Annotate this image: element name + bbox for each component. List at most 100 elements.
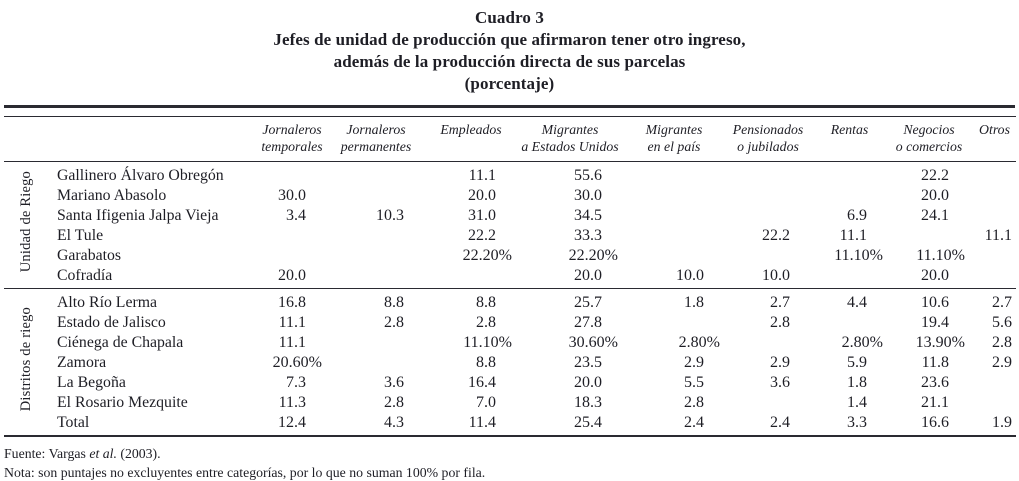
value-cell: 22.20% bbox=[568, 247, 618, 264]
value-cell bbox=[620, 313, 722, 333]
value-cell bbox=[722, 162, 808, 187]
value-cell bbox=[885, 226, 967, 246]
cuadro-3-table: Jornaleros temporales Jornaleros permanente… bbox=[4, 116, 1016, 437]
source-note-etal: et al. bbox=[89, 446, 117, 461]
group-label-cell-unidad-de-riego: Unidad de Riego bbox=[4, 162, 48, 289]
value-cell: 20.0 bbox=[278, 267, 306, 284]
column-header-line: Jornaleros bbox=[262, 122, 322, 137]
value-cell: 2.7 bbox=[770, 294, 790, 311]
value-cell: 7.0 bbox=[476, 394, 496, 411]
value-cell: 20.60% bbox=[272, 354, 322, 371]
value-cell bbox=[324, 246, 422, 266]
value-cell bbox=[324, 162, 422, 187]
row-label-gallinero-alvaro-obregon: Gallinero Álvaro Obregón bbox=[57, 167, 224, 184]
column-header-line: Pensionados bbox=[732, 122, 804, 137]
column-header-migrantes-a-estados-unidos: Migrantes a Estados Unidos bbox=[514, 117, 620, 162]
value-cell bbox=[967, 206, 1016, 226]
value-cell bbox=[620, 206, 722, 226]
column-header-line: o comercios bbox=[895, 138, 963, 154]
column-header-jornaleros-permanentes: Jornaleros permanentes bbox=[324, 117, 422, 162]
value-cell: 20.0 bbox=[921, 267, 949, 284]
value-cell: 5.6 bbox=[992, 314, 1012, 331]
column-header-line: temporales bbox=[261, 138, 323, 154]
header-row: Jornaleros temporales Jornaleros permanente… bbox=[4, 117, 1016, 162]
value-cell: 11.1 bbox=[984, 227, 1012, 244]
row-label-la-begona: La Begoña bbox=[57, 374, 126, 391]
column-header-migrantes-en-el-pais: Migrantes en el país bbox=[620, 117, 722, 162]
value-cell: 4.3 bbox=[384, 414, 404, 431]
row-label-cofradia: Cofradía bbox=[57, 267, 113, 284]
column-header-line: Rentas bbox=[830, 122, 869, 137]
value-cell bbox=[967, 186, 1016, 206]
value-cell: 20.0 bbox=[921, 187, 949, 204]
value-cell: 23.5 bbox=[574, 354, 602, 371]
corner-cell-name bbox=[48, 117, 254, 162]
value-cell: 11.1 bbox=[839, 227, 867, 244]
value-cell: 30.60% bbox=[568, 334, 618, 351]
row-label-el-rosario-mezquite: El Rosario Mezquite bbox=[57, 394, 188, 411]
value-cell bbox=[324, 186, 422, 206]
table-title-unit: (porcentaje) bbox=[464, 74, 555, 93]
table-row: Garabatos 22.20% 22.20% 11.10% 11.10% bbox=[4, 246, 1016, 266]
column-header-line: Otros bbox=[979, 122, 1010, 137]
value-cell: 3.4 bbox=[286, 207, 306, 224]
value-cell bbox=[254, 246, 324, 266]
value-cell bbox=[620, 226, 722, 246]
value-cell: 5.9 bbox=[847, 354, 867, 371]
value-cell: 22.2 bbox=[762, 227, 790, 244]
column-header-empleados: Empleados bbox=[422, 117, 514, 162]
column-header-line: permanentes bbox=[340, 138, 412, 154]
value-cell: 10.3 bbox=[376, 207, 404, 224]
value-cell: 4.4 bbox=[847, 294, 867, 311]
value-cell bbox=[808, 162, 885, 187]
value-cell: 11.10% bbox=[916, 247, 965, 264]
row-label-zamora: Zamora bbox=[57, 354, 107, 371]
source-note: Fuente: Vargas et al. (2003). bbox=[4, 444, 1019, 463]
value-cell: 7.3 bbox=[286, 374, 306, 391]
note-line: Nota: son puntajes no excluyentes entre … bbox=[4, 465, 486, 480]
value-cell bbox=[722, 206, 808, 226]
value-cell bbox=[324, 333, 422, 353]
table-title-line-2: además de la producción directa de sus p… bbox=[333, 52, 686, 71]
value-cell: 11.10% bbox=[463, 334, 512, 351]
value-cell bbox=[620, 186, 722, 206]
row-group-distritos-de-riego: Distritos de riego Alto Río Lerma 16.8 8.8 8… bbox=[4, 289, 1016, 436]
value-cell bbox=[967, 393, 1016, 413]
value-cell: 2.9 bbox=[684, 354, 704, 371]
value-cell: 11.1 bbox=[278, 334, 306, 351]
table-row: El Tule 22.2 33.3 22.2 11.1 11.1 bbox=[4, 226, 1016, 246]
value-cell: 2.4 bbox=[770, 414, 790, 431]
value-cell bbox=[967, 373, 1016, 393]
table-title-line-1: Jefes de unidad de producción que afirma… bbox=[273, 30, 746, 49]
value-cell: 23.6 bbox=[921, 374, 949, 391]
value-cell: 2.7 bbox=[992, 294, 1012, 311]
group-label-distritos-de-riego: Distritos de riego bbox=[18, 306, 34, 412]
column-header-line: Empleados bbox=[440, 122, 502, 137]
table-row: Mariano Abasolo 30.0 20.0 30.0 20.0 bbox=[4, 186, 1016, 206]
column-header-line: Negocios bbox=[903, 122, 955, 137]
value-cell: 2.80% bbox=[678, 334, 720, 351]
row-group-unidad-de-riego: Unidad de Riego Gallinero Álvaro Obregón 1… bbox=[4, 162, 1016, 289]
table-row: Santa Ifigenia Jalpa Vieja 3.4 10.3 31.0 34.… bbox=[4, 206, 1016, 226]
value-cell: 11.3 bbox=[278, 394, 306, 411]
row-label-estado-de-jalisco: Estado de Jalisco bbox=[57, 314, 166, 331]
value-cell: 10.6 bbox=[921, 294, 949, 311]
value-cell: 2.8 bbox=[384, 394, 404, 411]
value-cell: 11.8 bbox=[921, 354, 949, 371]
column-header-line: Migrantes bbox=[541, 122, 599, 137]
value-cell: 22.2 bbox=[921, 167, 949, 184]
value-cell: 2.8 bbox=[684, 394, 704, 411]
value-cell: 25.4 bbox=[574, 414, 602, 431]
column-header-line: o jubilados bbox=[737, 138, 799, 154]
value-cell: 12.4 bbox=[278, 414, 306, 431]
value-cell bbox=[808, 313, 885, 333]
table-row: Unidad de Riego Gallinero Álvaro Obregón 1… bbox=[4, 162, 1016, 273]
column-header-line: en el país bbox=[647, 138, 701, 154]
row-label-santa-ifigenia-jalpa-vieja: Santa Ifigenia Jalpa Vieja bbox=[57, 207, 219, 224]
row-label-cienega-de-chapala: Ciénega de Chapala bbox=[57, 334, 184, 351]
row-label-total: Total bbox=[57, 414, 90, 431]
table-row: Total 12.4 4.3 11.4 25.4 2.4 2.4 3.3 16.6 1.9 bbox=[4, 413, 1016, 436]
column-header-otros: Otros bbox=[967, 117, 1016, 162]
value-cell: 10.0 bbox=[762, 267, 790, 284]
value-cell: 3.6 bbox=[770, 374, 790, 391]
